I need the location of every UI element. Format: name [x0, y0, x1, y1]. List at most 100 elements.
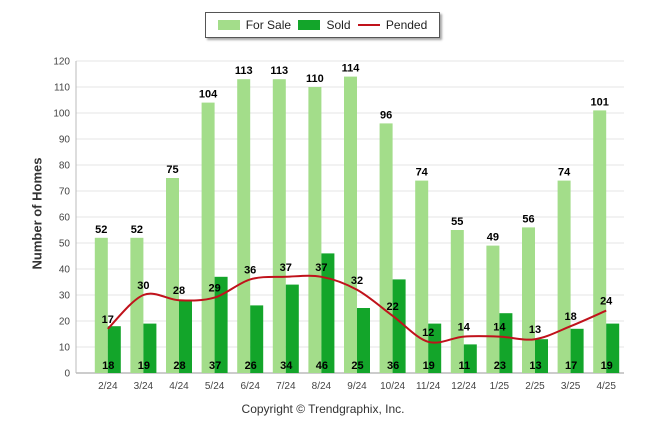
bar-sold — [570, 328, 584, 373]
data-label-for-sale: 110 — [306, 73, 324, 85]
y-axis-title: Number of Homes — [29, 157, 45, 270]
legend-item-pended[interactable]: Pended — [357, 18, 427, 32]
bar-sold — [463, 344, 477, 373]
bar-for-sale — [593, 110, 607, 374]
bar-for-sale — [237, 79, 251, 373]
data-label-pended: 28 — [173, 285, 185, 297]
y-axis: 0 10 20 30 40 50 60 70 80 90 100 110 120 — [53, 57, 77, 380]
bar-sold — [179, 300, 192, 373]
copyright-footer: Copyright © Trendgraphix, Inc. — [241, 402, 405, 416]
y-tick-label: 20 — [59, 317, 71, 328]
x-tick-label: 11/24 — [416, 381, 441, 392]
data-labels-layer: 52 18 52 19 75 28 104 37 113 26 113 34 110 46 114 25 96 3… — [95, 63, 613, 372]
bar-for-sale — [272, 79, 286, 373]
legend-item-for-sale[interactable]: For Sale — [217, 18, 291, 32]
bar-for-sale — [94, 237, 108, 373]
data-label-for-sale: 104 — [199, 89, 218, 101]
x-tick-label: 3/24 — [134, 381, 154, 392]
data-label-sold: 28 — [173, 360, 185, 372]
data-label-pended: 36 — [244, 264, 256, 276]
x-tick-label: 10/24 — [380, 381, 405, 392]
data-label-pended: 12 — [422, 327, 434, 339]
data-label-sold: 36 — [387, 360, 399, 372]
data-label-for-sale: 101 — [591, 96, 609, 108]
for-sale-swatch — [217, 20, 240, 30]
bar-sold — [285, 284, 299, 373]
data-label-pended: 29 — [208, 283, 220, 295]
data-label-for-sale: 55 — [451, 216, 463, 228]
bar-for-sale — [379, 123, 393, 374]
data-label-sold: 19 — [138, 360, 150, 372]
y-tick-label: 60 — [59, 213, 71, 224]
x-tick-label: 2/25 — [525, 381, 545, 392]
data-label-sold: 18 — [102, 360, 114, 372]
bars-layer — [94, 76, 620, 374]
bar-for-sale — [486, 245, 500, 373]
bar-for-sale — [415, 180, 429, 373]
data-label-sold: 13 — [529, 360, 541, 372]
bar-for-sale — [130, 237, 144, 373]
y-tick-label: 120 — [53, 57, 70, 68]
data-label-pended: 13 — [529, 324, 541, 336]
legend: For Sale Sold Pended — [205, 12, 440, 38]
data-label-sold: 26 — [245, 360, 257, 372]
data-label-for-sale: 56 — [522, 213, 534, 225]
x-tick-label: 4/24 — [169, 381, 189, 392]
x-tick-label: 8/24 — [312, 381, 332, 392]
data-label-pended: 18 — [564, 311, 576, 323]
pended-line-layer — [107, 274, 607, 344]
data-label-pended: 24 — [600, 296, 613, 308]
x-axis: 2/24 3/24 4/24 5/24 6/24 7/24 8/24 9/24 10/24 11/… — [98, 381, 616, 392]
data-label-for-sale: 75 — [166, 164, 178, 176]
bar-sold — [214, 276, 228, 373]
data-label-for-sale: 74 — [558, 167, 571, 179]
x-tick-label: 6/24 — [240, 381, 260, 392]
bar-sold — [143, 323, 157, 373]
y-tick-label: 0 — [64, 369, 70, 380]
data-label-sold: 17 — [565, 360, 577, 372]
y-tick-label: 40 — [59, 265, 71, 276]
bar-sold — [357, 308, 370, 373]
bar-for-sale — [201, 102, 215, 373]
data-label-sold: 37 — [209, 360, 221, 372]
data-label-for-sale: 96 — [380, 109, 392, 121]
bar-for-sale — [344, 76, 357, 373]
data-label-for-sale: 52 — [95, 224, 107, 236]
x-tick-label: 4/25 — [596, 381, 616, 392]
y-tick-label: 70 — [59, 187, 71, 198]
data-label-sold: 23 — [494, 360, 506, 372]
bar-sold — [428, 323, 442, 373]
bar-for-sale — [308, 87, 322, 373]
data-label-pended: 14 — [458, 322, 471, 334]
data-label-sold: 11 — [458, 360, 470, 372]
x-tick-label: 3/25 — [561, 381, 581, 392]
x-tick-label: 7/24 — [276, 381, 296, 392]
data-label-for-sale: 52 — [131, 224, 143, 236]
data-label-pended: 17 — [102, 314, 114, 326]
bar-sold — [392, 279, 406, 373]
y-tick-label: 90 — [59, 135, 71, 146]
x-tick-label: 12/24 — [451, 381, 476, 392]
data-label-pended: 14 — [493, 322, 506, 334]
y-tick-label: 10 — [59, 343, 71, 354]
pended-swatch — [357, 24, 380, 26]
data-label-for-sale: 114 — [342, 63, 361, 75]
pended-line — [107, 274, 607, 344]
x-tick-label: 1/25 — [490, 381, 510, 392]
bar-for-sale — [557, 180, 571, 373]
data-label-pended: 22 — [386, 301, 398, 313]
sold-swatch — [298, 20, 321, 30]
y-tick-label: 30 — [59, 291, 71, 302]
data-label-sold: 34 — [280, 360, 293, 372]
bar-sold — [107, 326, 121, 373]
y-tick-label: 110 — [54, 83, 70, 94]
data-label-pended: 37 — [280, 262, 292, 274]
legend-item-sold[interactable]: Sold — [298, 18, 351, 32]
data-label-for-sale: 113 — [235, 65, 253, 77]
legend-label-sold: Sold — [326, 18, 351, 32]
y-tick-label: 80 — [59, 161, 71, 172]
data-label-for-sale: 49 — [487, 232, 499, 244]
x-tick-label: 5/24 — [205, 381, 225, 392]
x-tick-label: 2/24 — [98, 381, 118, 392]
